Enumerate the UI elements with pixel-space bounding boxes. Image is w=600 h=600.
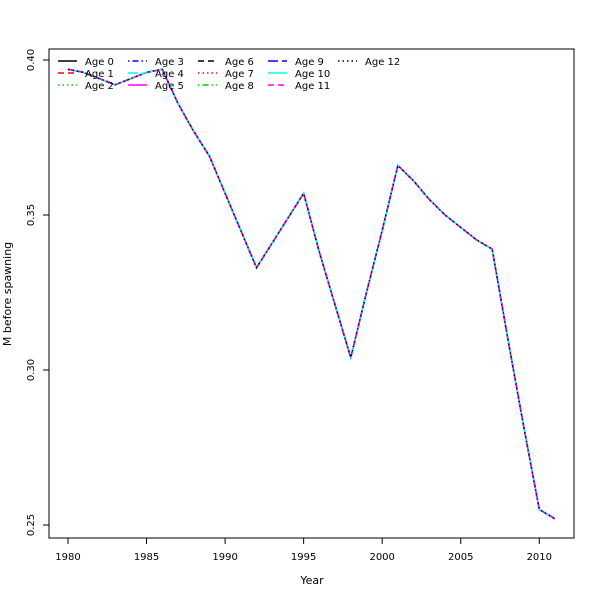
series-lines [67,68,556,520]
legend-label: Age 10 [295,69,330,80]
x-axis: 1980 1985 1990 1995 2000 2005 2010 [55,538,552,563]
y-tick-label: 0.30 [26,359,37,381]
legend-label: Age 11 [295,81,330,92]
y-axis: 0.25 0.30 0.35 0.40 [26,49,49,536]
series-line-age-6 [67,68,556,520]
legend-label: Age 9 [295,57,324,68]
series-line-age-4 [67,68,556,520]
legend-label: Age 4 [155,69,184,80]
y-tick-label: 0.40 [26,49,37,71]
legend-label: Age 12 [365,57,400,68]
series-line-age-2 [67,68,556,520]
legend-label: Age 2 [85,81,114,92]
x-tick-label: 1995 [291,552,316,563]
x-axis-label: Year [299,574,324,587]
series-line-age-8 [67,68,556,520]
y-tick-label: 0.25 [26,514,37,536]
x-tick-label: 2010 [527,552,552,563]
legend-label: Age 8 [225,81,254,92]
legend-label: Age 6 [225,57,254,68]
series-line-age-0 [67,68,556,520]
legend-label: Age 3 [155,57,184,68]
series-line-age-5 [67,68,556,520]
legend-label: Age 7 [225,69,254,80]
x-tick-label: 1980 [55,552,80,563]
legend-label: Age 0 [85,57,114,68]
legend-label: Age 1 [85,69,114,80]
x-tick-label: 1985 [134,552,159,563]
legend-label: Age 5 [155,81,184,92]
plot-box [48,48,575,539]
series-line-age-10 [67,68,556,520]
y-axis-label: M before spawning [1,242,14,346]
series-line-age-1 [67,68,556,520]
series-line-age-11 [67,68,556,520]
y-tick-label: 0.35 [26,204,37,226]
x-tick-label: 2000 [369,552,394,563]
series-line-age-12 [67,68,556,520]
series-line-age-3 [67,68,556,520]
x-tick-label: 1990 [212,552,237,563]
series-line-age-9 [67,68,556,520]
x-tick-label: 2005 [448,552,473,563]
series-line-age-7 [67,68,556,520]
